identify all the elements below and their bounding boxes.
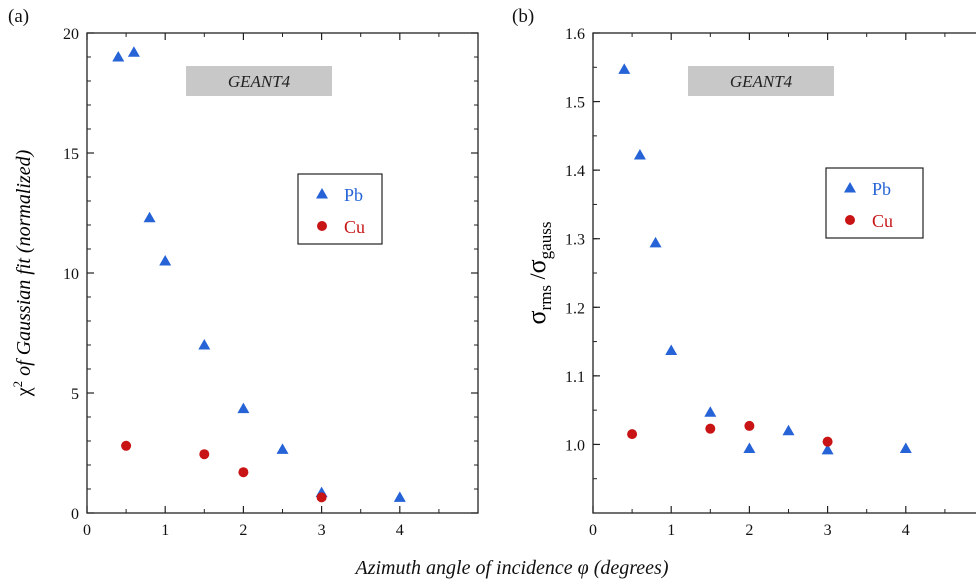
panel-b: (b) 0 1 2 3 4 1.0 1.1 1.2 1.3 1.4 1.5 1.6 GEANT4 σrms … — [512, 6, 976, 539]
legend-marker-cu — [317, 221, 327, 231]
plot-frame — [86, 32, 479, 514]
data-point-pb — [112, 51, 125, 62]
x-tick-label: 0 — [83, 522, 91, 539]
legend-label-pb: Pb — [872, 179, 891, 199]
data-point-pb — [276, 443, 289, 454]
legend-marker-pb — [844, 182, 856, 193]
x-tick-label: 1 — [161, 522, 169, 539]
y-axis-label: χ2 of Gaussian fit (normalized) — [10, 149, 35, 397]
series-cu — [121, 440, 327, 503]
plot-frame — [592, 32, 976, 514]
x-axis-label: Azimuth angle of incidence φ (degrees) — [353, 557, 668, 579]
data-point-pb — [618, 63, 631, 74]
data-point-cu — [121, 440, 132, 451]
data-point-pb — [159, 255, 172, 266]
data-point-cu — [822, 436, 833, 447]
panel-label: (a) — [8, 6, 29, 27]
y-tick-label: 10 — [63, 266, 79, 283]
legend-label-cu: Cu — [872, 211, 893, 231]
legend: Pb Cu — [297, 173, 383, 245]
y-tick-label: 15 — [63, 146, 79, 163]
panel-a: (a) 0 1 2 3 4 0 5 10 15 20 GEANT4 χ2 of Gaussian fit… — [8, 6, 479, 539]
legend-label-cu: Cu — [344, 217, 365, 237]
data-point-cu — [199, 449, 210, 460]
data-point-cu — [627, 429, 638, 440]
series-cu — [627, 420, 833, 447]
x-tick-label: 4 — [902, 522, 910, 539]
data-point-cu — [238, 467, 249, 478]
y-tick-label: 1.5 — [565, 95, 585, 112]
y-tick-label: 1.2 — [565, 300, 585, 317]
y-axis-label: σrms /σgauss — [522, 222, 555, 325]
data-point-pb — [143, 211, 156, 223]
y-tick-label: 1.3 — [565, 232, 585, 249]
data-point-pb — [743, 442, 756, 454]
data-point-pb — [899, 442, 912, 454]
y-tick-label: 1.4 — [565, 163, 585, 180]
data-point-pb — [393, 491, 406, 502]
y-tick-label: 1.1 — [565, 369, 585, 386]
series-pb — [618, 63, 912, 455]
x-tick-label: 3 — [318, 522, 326, 539]
y-tick-label: 1.0 — [565, 437, 585, 454]
legend: Pb Cu — [825, 167, 924, 239]
panel-label: (b) — [512, 6, 534, 27]
series-pb — [112, 46, 406, 502]
x-tick-label: 1 — [667, 522, 675, 539]
data-point-pb — [821, 443, 834, 455]
y-tick-label: 0 — [71, 506, 79, 523]
data-point-cu — [744, 420, 755, 431]
data-point-pb — [633, 149, 646, 160]
x-tick-label: 3 — [824, 522, 832, 539]
legend-label-pb: Pb — [344, 185, 363, 205]
x-tick-label: 4 — [396, 522, 404, 539]
data-point-cu — [316, 492, 327, 503]
data-point-pb — [665, 344, 678, 355]
geant4-banner-label: GEANT4 — [228, 72, 291, 91]
geant4-banner — [688, 66, 834, 96]
x-tick-label: 2 — [745, 522, 753, 539]
data-point-pb — [649, 236, 662, 248]
data-point-pb — [704, 406, 717, 417]
y-tick-label: 5 — [71, 386, 79, 403]
data-point-pb — [198, 339, 211, 350]
geant4-banner-label: GEANT4 — [730, 72, 793, 91]
y-tick-label: 20 — [63, 26, 79, 43]
x-tick-label: 0 — [589, 522, 597, 539]
y-tick-label: 1.6 — [565, 26, 585, 43]
data-point-pb — [782, 424, 795, 436]
data-point-cu — [705, 423, 716, 434]
legend-marker-cu — [845, 215, 855, 225]
legend-box — [297, 173, 383, 245]
x-tick-label: 2 — [239, 522, 247, 539]
legend-box — [825, 167, 924, 239]
geant4-banner — [186, 66, 332, 96]
data-point-pb — [127, 46, 140, 57]
data-point-pb — [237, 402, 250, 414]
legend-marker-pb — [316, 188, 328, 199]
